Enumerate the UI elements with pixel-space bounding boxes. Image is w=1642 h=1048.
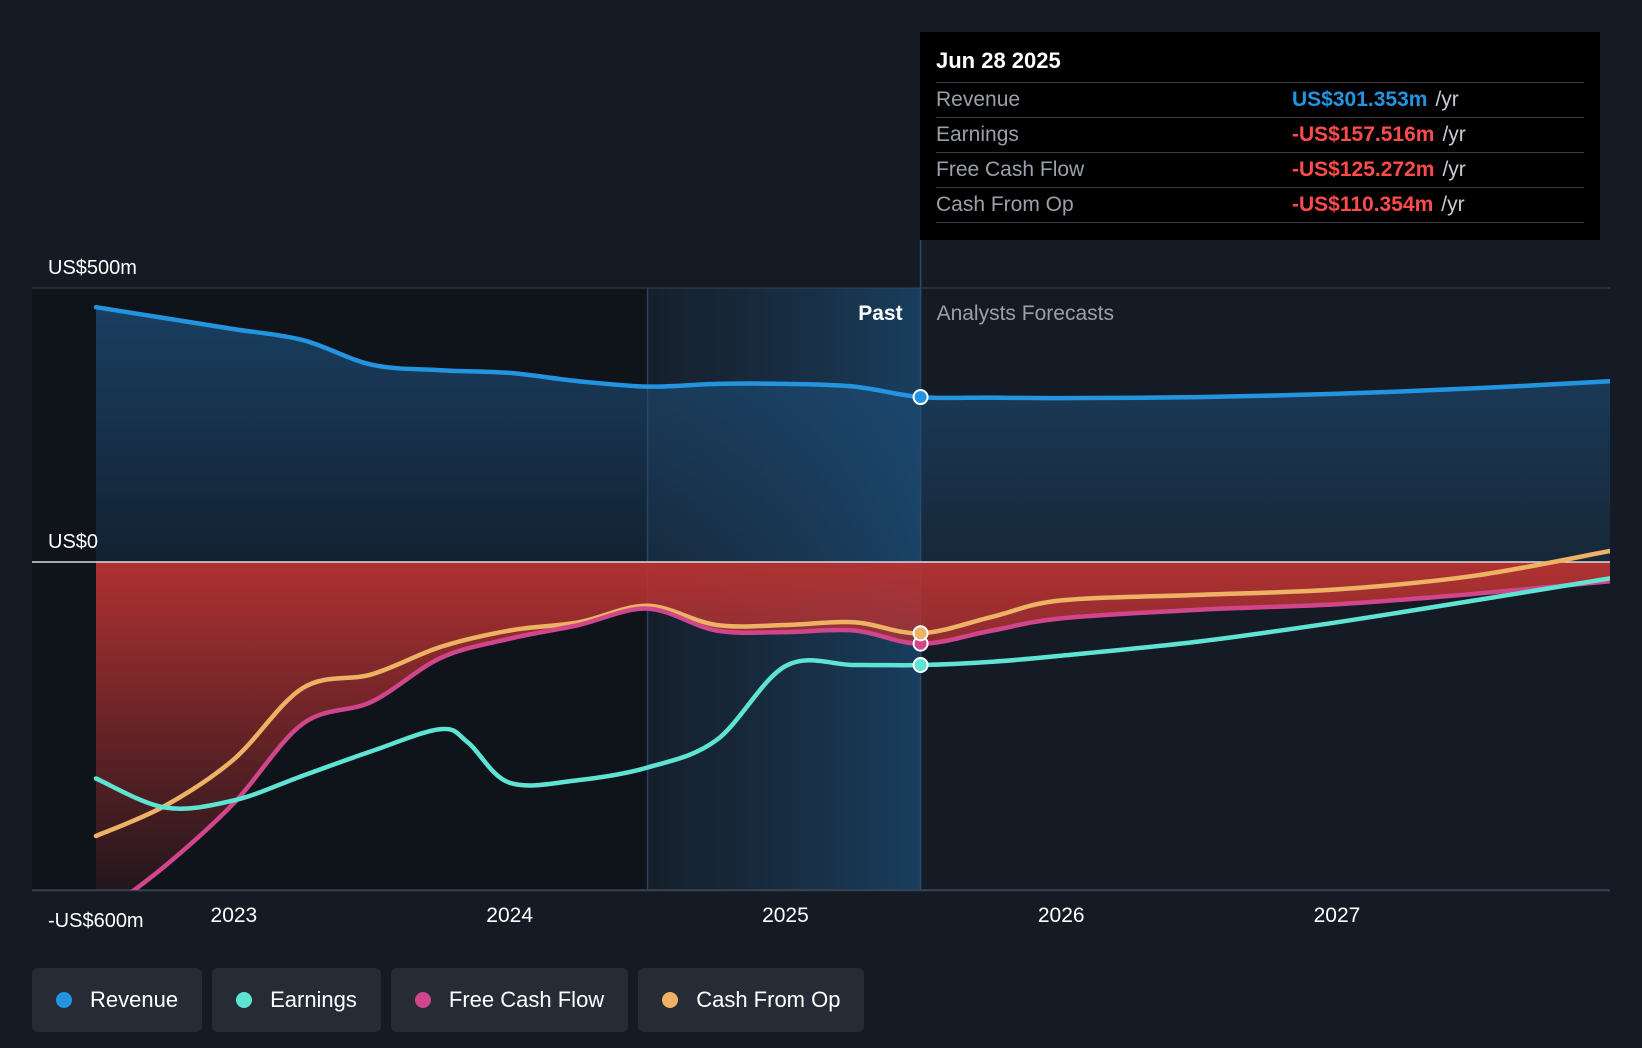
legend-item-fcf[interactable]: Free Cash Flow xyxy=(390,968,629,1032)
earnings-line xyxy=(93,576,1610,811)
tooltip-value: -US$110.354m xyxy=(1292,193,1434,216)
tooltip-row-revenue: Revenue US$301.353m /yr xyxy=(936,82,1584,117)
tooltip-label: Cash From Op xyxy=(936,193,1074,216)
fcf-dot-icon xyxy=(414,992,431,1008)
chart-svg: US$500m US$0 -US$600m 2023 2024 2025 2026 2027 P… xyxy=(32,240,1610,932)
legend-label: Earnings xyxy=(270,987,357,1012)
tooltip-value: US$301.353m xyxy=(1292,88,1428,111)
tooltip-unit: /yr xyxy=(1442,123,1466,146)
legend-label: Revenue xyxy=(90,987,179,1012)
series-lines xyxy=(93,304,1610,890)
x-tick-label: 2023 xyxy=(211,904,258,927)
earnings-dot-icon xyxy=(236,992,253,1008)
earnings-marker xyxy=(912,657,929,674)
tooltip-value: -US$157.516m xyxy=(1292,123,1435,146)
tooltip-row-cfo: Cash From Op -US$110.354m /yr xyxy=(936,187,1584,223)
legend-label: Free Cash Flow xyxy=(448,987,605,1012)
y-tick-label: US$0 xyxy=(48,531,98,553)
chart-labels: US$500m US$0 -US$600m 2023 2024 2025 2026 2027 P… xyxy=(48,257,1360,932)
x-tick-label: 2024 xyxy=(486,904,533,927)
past-label: Past xyxy=(858,302,902,325)
tooltip-label: Free Cash Flow xyxy=(936,158,1085,181)
tooltip-date: Jun 28 2025 xyxy=(936,48,1061,73)
y-tick-label: -US$600m xyxy=(48,910,144,932)
area-layer xyxy=(96,307,1610,890)
y-tick-label: US$500m xyxy=(48,257,137,279)
legend-item-cfo[interactable]: Cash From Op xyxy=(638,968,865,1032)
tooltip-row-fcf: Free Cash Flow -US$125.272m /yr xyxy=(936,152,1584,187)
x-tick-label: 2026 xyxy=(1038,904,1085,927)
x-tick-label: 2027 xyxy=(1314,904,1361,927)
marker-dots xyxy=(912,389,929,674)
tooltip-unit: /yr xyxy=(1435,88,1459,111)
cfo-dot-icon xyxy=(662,992,679,1008)
tooltip-unit: /yr xyxy=(1441,193,1465,216)
legend: Revenue Earnings Free Cash Flow Cash Fro… xyxy=(32,968,865,1032)
negative-area xyxy=(96,562,1610,890)
tooltip-panel: Jun 28 2025 Revenue US$301.353m /yr Earn… xyxy=(920,32,1600,240)
tooltip-row-earnings: Earnings -US$157.516m /yr xyxy=(936,117,1584,152)
tooltip-value: -US$125.272m xyxy=(1292,158,1435,181)
forecast-label: Analysts Forecasts xyxy=(937,302,1114,325)
revenue-area xyxy=(96,307,1610,562)
tooltip-label: Earnings xyxy=(936,123,1019,146)
legend-item-earnings[interactable]: Earnings xyxy=(212,968,381,1032)
revenue-marker xyxy=(912,389,929,406)
cfo-line xyxy=(93,548,1610,839)
revenue-dot-icon xyxy=(56,992,72,1008)
legend-item-revenue[interactable]: Revenue xyxy=(32,968,203,1032)
tooltip-unit: /yr xyxy=(1442,158,1466,181)
fcf-line xyxy=(130,578,1610,890)
x-tick-label: 2025 xyxy=(762,904,809,927)
legend-label: Cash From Op xyxy=(696,987,841,1012)
revenue-line xyxy=(93,304,1610,401)
cfo-marker xyxy=(912,625,929,642)
tooltip-label: Revenue xyxy=(936,88,1021,111)
gridlines xyxy=(32,287,1610,892)
